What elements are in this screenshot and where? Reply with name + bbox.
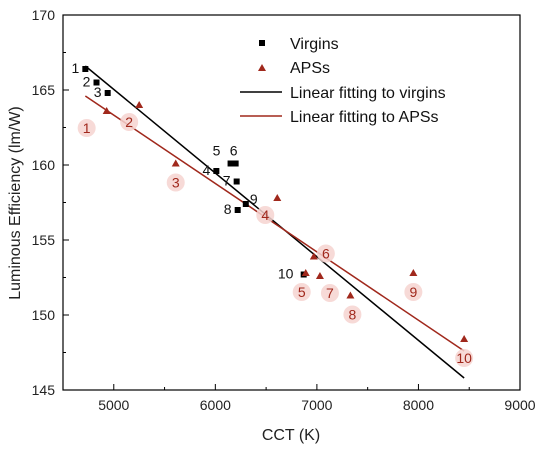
legend-label-virgins-fit: Linear fitting to virgins	[290, 85, 446, 102]
virgin-point	[93, 79, 100, 86]
virgin-point	[234, 207, 241, 213]
apss-point-label: 9	[409, 284, 417, 300]
virgin-point-label: 6	[230, 143, 238, 159]
virgin-point-label: 4	[202, 162, 210, 178]
apss-point-label: 6	[322, 246, 330, 262]
apss-point	[346, 291, 355, 299]
x-tick-label: 9000	[504, 397, 535, 413]
y-axis: 145 150 155 160 165 170	[32, 7, 69, 398]
legend-label-apss-fit: Linear fitting to APSs	[290, 109, 439, 126]
virgin-point	[82, 66, 89, 72]
virgin-point-label: 5	[213, 143, 221, 159]
legend-label-virgins: Virgins	[290, 36, 339, 53]
apss-point-label: 7	[326, 285, 334, 301]
x-tick-label: 5000	[98, 397, 129, 413]
legend-marker-apss	[258, 64, 266, 71]
apss-label-halo	[343, 305, 362, 324]
apss-label-halo	[256, 206, 275, 224]
virgin-point-label: 9	[250, 191, 258, 207]
virgin-point	[104, 90, 111, 96]
apss-point	[460, 335, 469, 342]
y-tick-label: 170	[32, 7, 56, 23]
y-tick-label: 150	[32, 307, 56, 323]
virgin-point-label: 1	[71, 60, 79, 76]
virgin-point-label: 2	[83, 74, 91, 90]
apss-point-label: 5	[298, 284, 306, 300]
apss-point-label: 2	[125, 114, 133, 130]
virgin-point-label: 7	[223, 173, 231, 189]
apss-label-halo	[316, 244, 335, 263]
legend: Virgins APSs Linear fitting to virgins L…	[240, 36, 446, 126]
virgin-point-label: 8	[224, 201, 232, 217]
x-tick-label: 8000	[403, 397, 434, 413]
apss-point	[102, 107, 111, 114]
apss-point	[309, 252, 318, 260]
x-tick-label: 6000	[200, 397, 231, 413]
fit-line-virgins	[84, 65, 465, 379]
x-axis: 5000 6000 7000 8000 9000	[62, 384, 536, 413]
apss-point-label: 4	[261, 207, 269, 223]
apss-point-label: 8	[349, 307, 357, 323]
apss-point-label: 1	[83, 120, 91, 136]
fit-line-apss	[84, 95, 465, 352]
apss-point	[273, 194, 282, 201]
y-tick-label: 160	[32, 157, 56, 173]
apss-point-label: 3	[172, 175, 180, 191]
apss-point	[315, 272, 324, 279]
apss-label-halo	[404, 283, 423, 301]
apss-label-halo	[292, 283, 311, 301]
legend-marker-virgins	[259, 40, 265, 46]
y-tick-label: 145	[32, 382, 56, 398]
apss-label-halo	[166, 173, 185, 192]
virgin-point	[232, 160, 239, 167]
x-axis-label: CCT (K)	[262, 427, 320, 444]
y-tick-label: 155	[32, 232, 56, 248]
apss-point	[301, 269, 310, 276]
virgin-point	[213, 168, 220, 174]
virgin-point-label: 10	[278, 266, 294, 282]
x-tick-label: 7000	[301, 397, 332, 413]
virgin-point-label: 3	[94, 84, 102, 100]
y-axis-label: Luminous Efficiency (lm/W)	[7, 106, 24, 300]
virgin-point	[233, 178, 240, 185]
legend-label-apss: APSs	[290, 60, 330, 77]
apss-point	[409, 269, 418, 276]
apss-point	[135, 101, 144, 108]
apss-point-label: 10	[456, 350, 472, 366]
virgin-point	[227, 160, 234, 167]
y-tick-label: 165	[32, 82, 56, 98]
virgin-point	[242, 201, 249, 207]
apss-label-halo	[77, 119, 96, 137]
apss-label-halo	[320, 284, 339, 302]
apss-label-halo	[455, 349, 474, 367]
apss-label-halo	[120, 113, 139, 131]
fit-lines	[84, 65, 465, 379]
apss-point	[171, 159, 180, 167]
